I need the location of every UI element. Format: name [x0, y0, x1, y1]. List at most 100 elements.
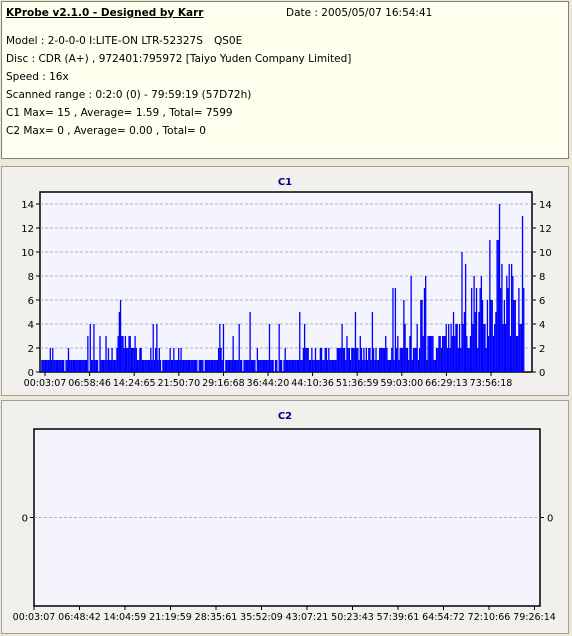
c1-bar [480, 276, 483, 372]
c1-bar [122, 336, 124, 372]
c1-bar [513, 300, 515, 372]
c1-bar [510, 264, 513, 372]
c1-bar [383, 348, 386, 372]
speed-info: Speed : 16x [6, 71, 69, 83]
c1-bar [159, 360, 162, 372]
c1-bar [426, 360, 428, 372]
c1-bar [41, 360, 43, 372]
app-title: KProbe v2.1.0 - Designed by Karr [6, 7, 204, 19]
c1-bar [498, 204, 501, 372]
c1-bar [107, 348, 110, 372]
c1-bar [238, 324, 240, 372]
c1-bar [337, 348, 340, 372]
c1-bar [364, 360, 366, 372]
c1-bar [372, 348, 375, 372]
c1-bar [432, 336, 434, 372]
c1-bar [248, 360, 250, 372]
c1-bar [123, 348, 125, 372]
c2-x-tick-label: 43:07:21 [286, 612, 329, 623]
c1-bar [268, 324, 271, 372]
c1-bar [208, 360, 210, 372]
c1-bar [110, 360, 112, 372]
c1-bar [174, 360, 176, 372]
c1-bar [247, 360, 249, 372]
c1-bar [460, 348, 462, 372]
c1-bar [165, 360, 168, 372]
c1-bar [199, 360, 202, 372]
c1-bar [464, 264, 467, 372]
c1-bar [311, 348, 313, 372]
c1-bar [274, 360, 277, 372]
c1-y-tick-label: 2 [28, 344, 34, 355]
c1-bar [261, 360, 263, 372]
c1-bar [244, 360, 246, 372]
c1-bar [507, 288, 509, 372]
c1-bar [466, 336, 468, 372]
c1-bar [276, 360, 278, 372]
c1-bar [207, 360, 209, 372]
c1-bar [124, 336, 127, 372]
c1-bar [132, 348, 134, 372]
c1-bar [393, 360, 395, 372]
c1-bar [319, 348, 321, 372]
c1-bar [279, 360, 282, 372]
c1-bar [492, 336, 495, 372]
c1-bar [349, 360, 352, 372]
c1-bar [168, 360, 170, 372]
c1-bar [219, 324, 221, 372]
c1-bar [105, 336, 107, 372]
c1-bar [356, 348, 358, 372]
c1-bar [293, 360, 295, 372]
c1-bar [250, 360, 252, 372]
c1-bar [129, 336, 131, 372]
c1-bar [435, 348, 438, 372]
c1-bar [288, 360, 290, 372]
c1-bar [335, 360, 337, 372]
c1-y-tick-label: 8 [28, 272, 34, 283]
c1-bar [221, 360, 223, 372]
c1-bar [454, 336, 456, 372]
c1-bar [289, 360, 291, 372]
c1-bar [379, 348, 381, 372]
c1-bar [48, 360, 50, 372]
c1-bar [458, 324, 461, 372]
c2-x-tick-label: 00:03:07 [13, 612, 56, 623]
c1-bar [227, 360, 229, 372]
c1-plot-area [39, 191, 533, 373]
c1-bar [66, 360, 68, 372]
c1-bar [209, 360, 211, 372]
c1-bar [138, 360, 140, 372]
c1-bar [169, 348, 171, 372]
c1-bar [514, 300, 516, 372]
c1-bar [260, 360, 262, 372]
c1-bar [190, 360, 192, 372]
c1-bar [220, 348, 222, 372]
c1-bar [443, 336, 445, 372]
c1-bar [306, 348, 308, 372]
c1-bar [118, 312, 120, 372]
c1-y-tick-label: 14 [21, 200, 34, 211]
c1-bar [503, 300, 506, 372]
c1-x-tick-label: 44:10:36 [291, 378, 334, 389]
c1-bar [363, 348, 365, 372]
scanned-range: Scanned range : 0:2:0 (0) - 79:59:19 (57… [6, 89, 252, 101]
c1-bar [111, 348, 113, 372]
c1-bar [387, 360, 389, 372]
c1-bar [437, 348, 439, 372]
c1-bar [133, 348, 135, 372]
c1-bar [59, 360, 61, 372]
c1-bar [222, 324, 225, 372]
c1-bar [89, 324, 91, 372]
c1-bar [336, 348, 338, 372]
c1-bar [262, 360, 265, 372]
c1-bar [438, 336, 440, 372]
c1-bar [324, 348, 326, 372]
c1-bar [144, 360, 146, 372]
c1-bar [402, 348, 404, 372]
c1-bar [94, 360, 96, 372]
c1-bar [232, 336, 234, 372]
c1-bar [471, 288, 473, 372]
c1-bar [151, 360, 153, 372]
c1-bars [41, 204, 525, 372]
c1-bar [150, 348, 152, 372]
